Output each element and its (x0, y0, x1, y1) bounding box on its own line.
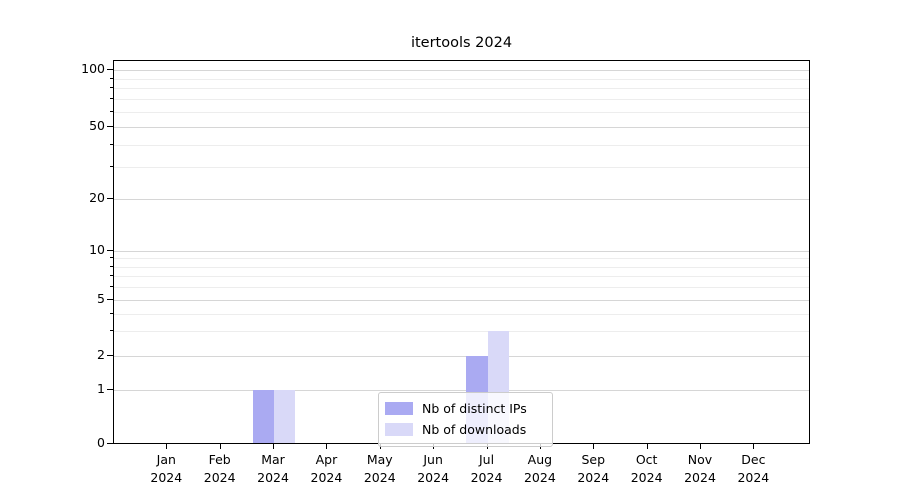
y-tick-mark (107, 355, 113, 356)
gridline-minor (114, 331, 809, 333)
x-tick-mark (273, 444, 275, 449)
chart-title: itertools 2024 (410, 35, 513, 51)
x-tick-mark (326, 444, 328, 449)
gridline-minor (114, 287, 809, 289)
gridline-minor (114, 78, 809, 80)
y-minor-tick-mark (110, 143, 113, 145)
y-tick-label: 2 (97, 347, 105, 362)
y-tick-label: 5 (97, 291, 105, 306)
legend-swatch (385, 402, 413, 415)
x-tick-mark (219, 444, 221, 449)
y-minor-tick-mark (110, 87, 113, 89)
legend-entry: Nb of distinct IPs (385, 398, 543, 419)
y-tick-label: 100 (81, 61, 105, 76)
legend-swatch (385, 423, 413, 436)
y-minor-tick-mark (110, 265, 113, 267)
x-tick-label: Dec 2024 (737, 452, 770, 485)
gridline-minor (114, 276, 809, 278)
y-minor-tick-mark (110, 166, 113, 168)
y-minor-tick-mark (110, 98, 113, 100)
y-tick-mark (107, 299, 113, 300)
y-tick-mark (107, 443, 113, 444)
y-minor-tick-mark (110, 257, 113, 259)
gridline-major (114, 356, 809, 357)
legend: Nb of distinct IPs Nb of downloads (378, 392, 553, 447)
gridline-major (114, 70, 809, 71)
y-tick-label: 1 (97, 381, 105, 396)
x-tick-label: Feb 2024 (203, 452, 236, 485)
gridline-minor (114, 313, 809, 315)
gridline-minor (114, 266, 809, 268)
y-tick-label: 20 (89, 190, 105, 205)
y-tick-label: 10 (89, 242, 105, 257)
gridline-minor (114, 144, 809, 146)
x-tick-label: May 2024 (363, 452, 396, 485)
x-tick-label: Oct 2024 (630, 452, 663, 485)
x-tick-label: Sep 2024 (577, 452, 610, 485)
x-tick-label: Jun 2024 (417, 452, 450, 485)
x-tick-label: Jul 2024 (470, 452, 503, 485)
x-tick-mark (646, 444, 648, 449)
gridline-minor (114, 167, 809, 169)
y-tick-mark (107, 126, 113, 127)
gridline-major (114, 127, 809, 128)
y-minor-tick-mark (110, 111, 113, 112)
gridline-major (114, 300, 809, 301)
gridline-major (114, 390, 809, 391)
legend-label: Nb of distinct IPs (422, 401, 527, 416)
gridline-major (114, 199, 809, 200)
x-tick-label: Aug 2024 (523, 452, 556, 485)
gridline-minor (114, 88, 809, 90)
gridline-major (114, 251, 809, 252)
x-tick-mark (753, 444, 755, 449)
y-tick-mark (107, 389, 113, 390)
x-tick-label: Mar 2024 (257, 452, 289, 485)
x-tick-mark (700, 444, 701, 449)
plot-area (113, 60, 810, 444)
x-tick-label: Nov 2024 (684, 452, 716, 485)
y-minor-tick-mark (110, 312, 113, 314)
y-minor-tick-mark (110, 286, 113, 288)
gridline-minor (114, 99, 809, 101)
bar-distinct-ips (252, 390, 275, 443)
gridline-minor (114, 258, 809, 260)
y-minor-tick-mark (110, 275, 113, 277)
y-tick-label: 0 (97, 435, 105, 450)
y-tick-mark (107, 250, 113, 251)
x-tick-mark (166, 444, 168, 449)
gridline-minor (114, 112, 809, 113)
y-minor-tick-mark (110, 330, 113, 332)
y-tick-label: 50 (89, 118, 105, 133)
y-tick-mark (107, 69, 113, 70)
y-tick-mark (107, 198, 113, 199)
bar-downloads (274, 390, 296, 443)
legend-entry: Nb of downloads (385, 419, 543, 440)
y-minor-tick-mark (110, 77, 113, 79)
x-tick-label: Apr 2024 (310, 452, 343, 485)
x-tick-label: Jan 2024 (150, 452, 183, 485)
legend-label: Nb of downloads (422, 422, 527, 437)
x-tick-mark (593, 444, 595, 449)
